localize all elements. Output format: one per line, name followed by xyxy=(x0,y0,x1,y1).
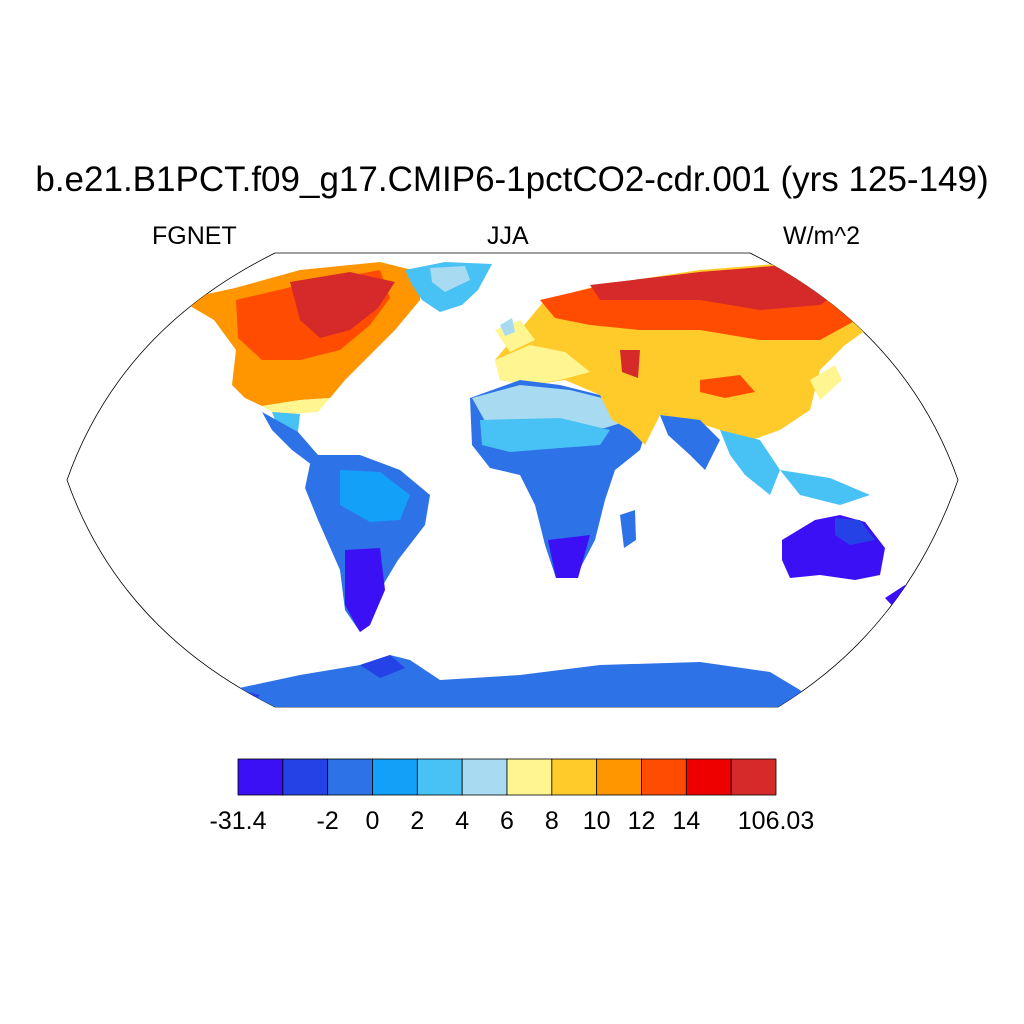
colorbar-label: 106.03 xyxy=(738,807,814,835)
colorbar-label: 12 xyxy=(628,807,656,835)
colorbar-label: 6 xyxy=(500,807,514,835)
colorbar-swatch xyxy=(685,758,732,796)
colorbar-swatch xyxy=(416,758,463,796)
colorbar-label: 14 xyxy=(672,807,700,835)
colorbar-label: 4 xyxy=(455,807,469,835)
colorbar-swatch xyxy=(596,758,642,796)
eurasia xyxy=(495,262,880,505)
units-label: W/m^2 xyxy=(783,222,861,250)
plot-title: b.e21.B1PCT.f09_g17.CMIP6-1pctCO2-cdr.00… xyxy=(35,160,989,199)
south-america xyxy=(305,455,430,632)
colorbar-label: 2 xyxy=(410,807,424,835)
north-america xyxy=(180,262,492,465)
colorbar-swatch xyxy=(327,758,373,796)
colorbar-swatch xyxy=(506,758,553,796)
colorbar-swatch xyxy=(641,758,687,796)
colorbar-label: -2 xyxy=(317,807,339,835)
africa xyxy=(470,380,660,578)
colorbar-swatch xyxy=(237,758,284,796)
season-label: JJA xyxy=(487,222,529,250)
colorbar: -31.4 -2 0 2 4 6 8 10 12 14 106.03 xyxy=(210,758,814,835)
colorbar-swatch xyxy=(372,758,418,796)
colorbar-swatch xyxy=(461,758,508,796)
colorbar-swatch xyxy=(282,758,329,796)
colorbar-label: 8 xyxy=(545,807,559,835)
colorbar-label: -31.4 xyxy=(210,807,267,835)
colorbar-swatch xyxy=(730,758,777,796)
colorbar-label: 0 xyxy=(366,807,380,835)
colorbar-label: 10 xyxy=(583,807,611,835)
colorbar-swatch xyxy=(551,758,598,796)
variable-label: FGNET xyxy=(152,222,237,250)
